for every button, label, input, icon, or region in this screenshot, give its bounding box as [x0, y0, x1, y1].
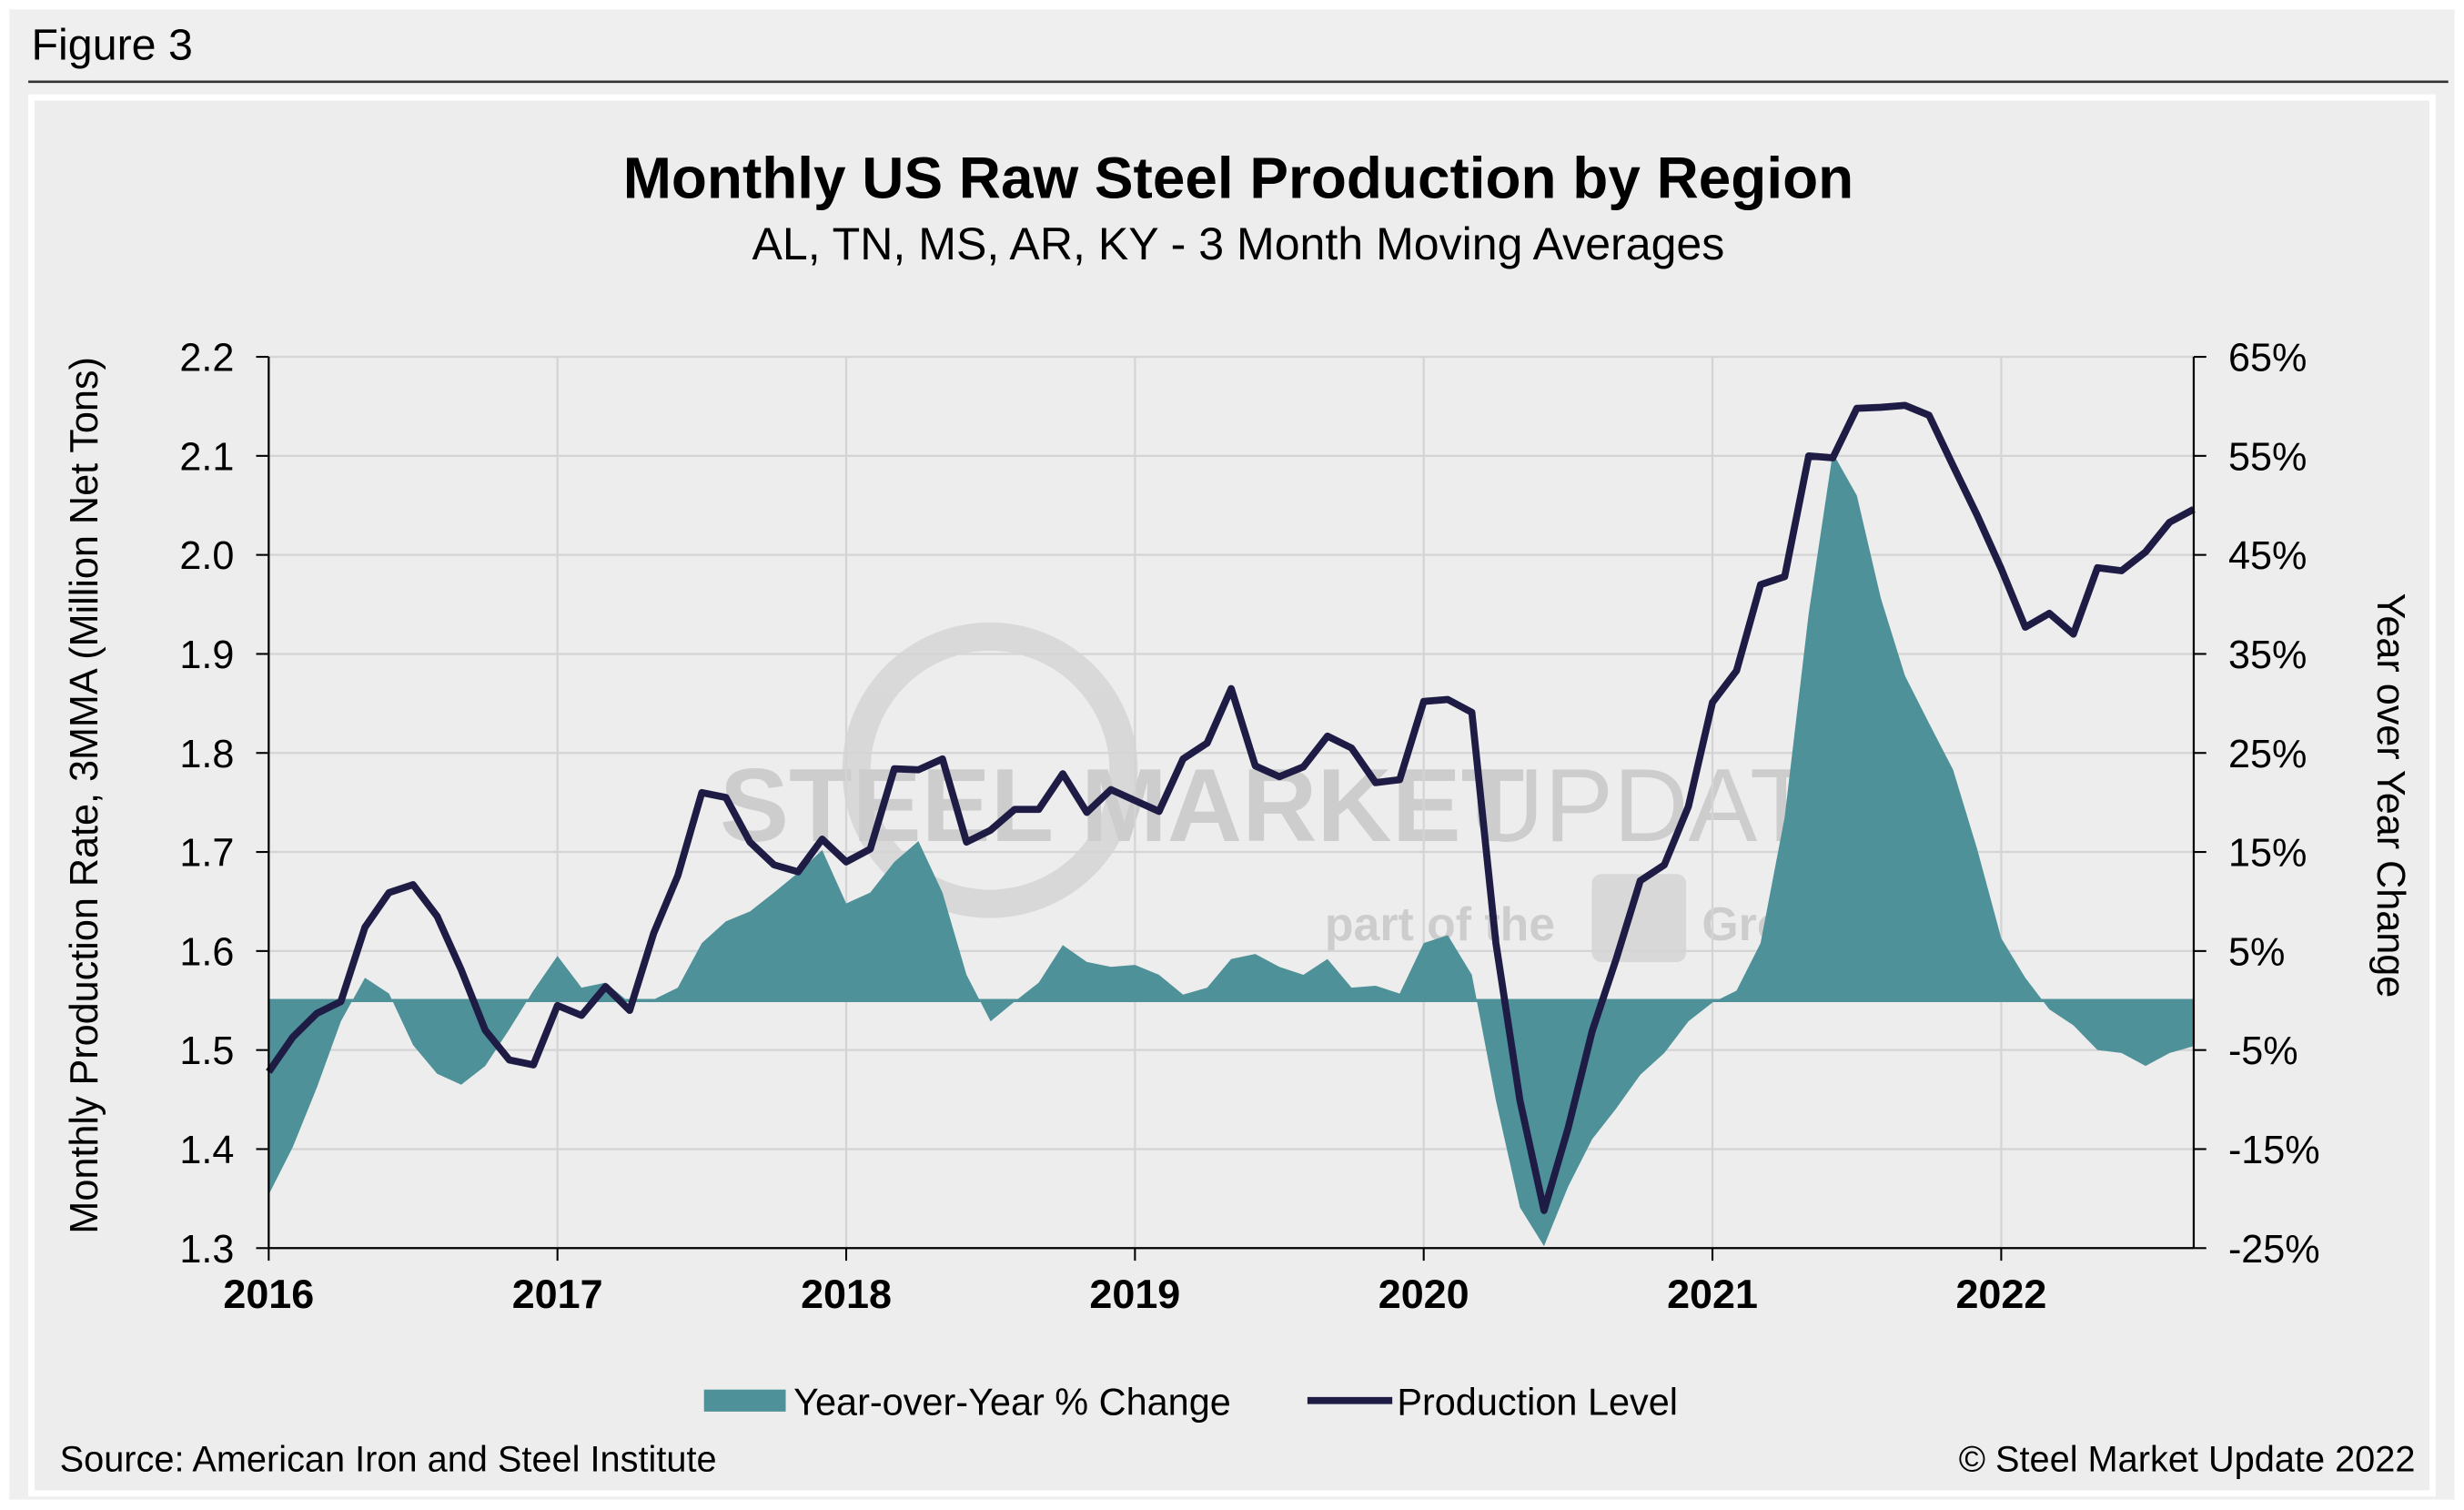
- area: [268, 452, 2194, 1247]
- figure-label: Figure 3: [32, 21, 193, 70]
- y-tick-label: 1.6: [179, 930, 234, 974]
- x-tick-label: 2019: [1089, 1271, 1180, 1317]
- y2-tick-label: 45%: [2228, 534, 2307, 578]
- legend-swatch: [703, 1389, 786, 1412]
- y-tick-label: 1.7: [179, 832, 234, 876]
- y2-tick-label: -25%: [2228, 1228, 2320, 1272]
- y2-tick-label: -15%: [2228, 1129, 2320, 1172]
- y2-tick-label: 35%: [2228, 633, 2307, 677]
- x-tick-label: 2017: [512, 1271, 603, 1317]
- chart-subtitle: AL, TN, MS, AR, KY - 3 Month Moving Aver…: [752, 218, 1724, 269]
- x-tick-label: 2021: [1667, 1271, 1758, 1317]
- y2-tick-label: 5%: [2228, 930, 2285, 974]
- y2-tick-label: 55%: [2228, 435, 2307, 479]
- y-tick-label: 1.4: [179, 1129, 234, 1172]
- x-tick-label: 2022: [1955, 1271, 2046, 1317]
- y-tick-label: 1.9: [179, 633, 234, 677]
- x-tick-label: 2016: [223, 1271, 314, 1317]
- chart-title: Monthly US Raw Steel Production by Regio…: [623, 146, 1853, 211]
- watermark-logo: [842, 622, 1138, 918]
- y-tick-label: 1.5: [179, 1029, 234, 1073]
- x-tick-label: 2018: [801, 1271, 892, 1317]
- legend-label: Year-over-Year % Change: [793, 1380, 1231, 1423]
- legend-label: Production Level: [1397, 1380, 1678, 1423]
- y2-tick-label: 25%: [2228, 733, 2307, 776]
- y-tick-label: 1.8: [179, 733, 234, 776]
- chart-panel: [28, 94, 2436, 1497]
- line: [266, 401, 2196, 1214]
- x-tick-label: 2020: [1378, 1271, 1469, 1317]
- y-tick-label: 2.1: [179, 435, 234, 479]
- copyright: © Steel Market Update 2022: [1959, 1440, 2416, 1480]
- y-axis-title: Monthly Production Rate, 3MMA (Million N…: [63, 357, 106, 1233]
- y2-tick-label: 65%: [2228, 337, 2307, 380]
- watermark-brand: STEEL MARKET: [720, 748, 1524, 864]
- y2-axis-title: Year over Year Change: [2368, 593, 2412, 998]
- y2-tick-label: -5%: [2228, 1029, 2298, 1073]
- watermark-logo-box: [1591, 874, 1687, 962]
- y-tick-label: 1.3: [179, 1228, 234, 1272]
- y2-tick-label: 15%: [2228, 832, 2307, 876]
- y-tick-label: 2.0: [179, 534, 234, 578]
- source-note: Source: American Iron and Steel Institut…: [60, 1440, 717, 1480]
- y-tick-label: 2.2: [179, 337, 234, 380]
